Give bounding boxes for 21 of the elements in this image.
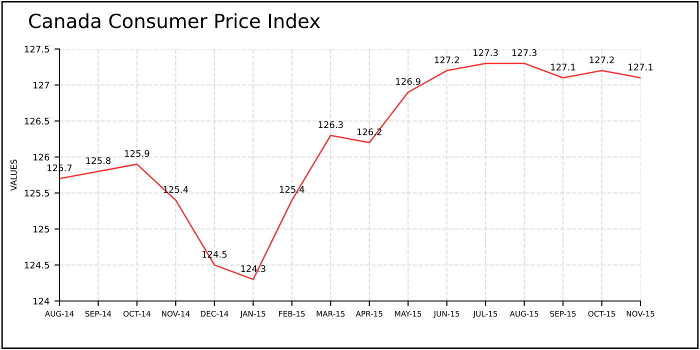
y-tick-label: 127.5 (24, 46, 49, 53)
data-label: 125.4 (164, 186, 188, 193)
data-label: 127.2 (590, 56, 614, 64)
y-tick-label: 124 (34, 298, 50, 304)
data-label: 127.3 (512, 49, 536, 56)
y-tick-label: 125.5 (24, 190, 49, 197)
y-tick-label: 126.5 (24, 118, 49, 125)
data-label: 127.3 (474, 49, 498, 56)
data-label: 126.9 (396, 78, 420, 85)
data-label: 125.9 (125, 150, 150, 157)
chart-title: Canada Consumer Price Index (29, 13, 320, 28)
data-label: 127.2 (434, 56, 459, 64)
y-tick-label: 125 (34, 226, 49, 233)
data-label: 127.1 (551, 64, 576, 70)
y-tick-label: 127 (34, 82, 50, 88)
y-tick-label: 124.5 (24, 262, 49, 269)
y-tick-label: 126 (34, 154, 50, 161)
data-label: 127.1 (628, 64, 653, 70)
data-label: 126.3 (318, 121, 343, 128)
data-label: 125.8 (86, 157, 111, 164)
y-axis-title: VALUES (10, 160, 17, 191)
